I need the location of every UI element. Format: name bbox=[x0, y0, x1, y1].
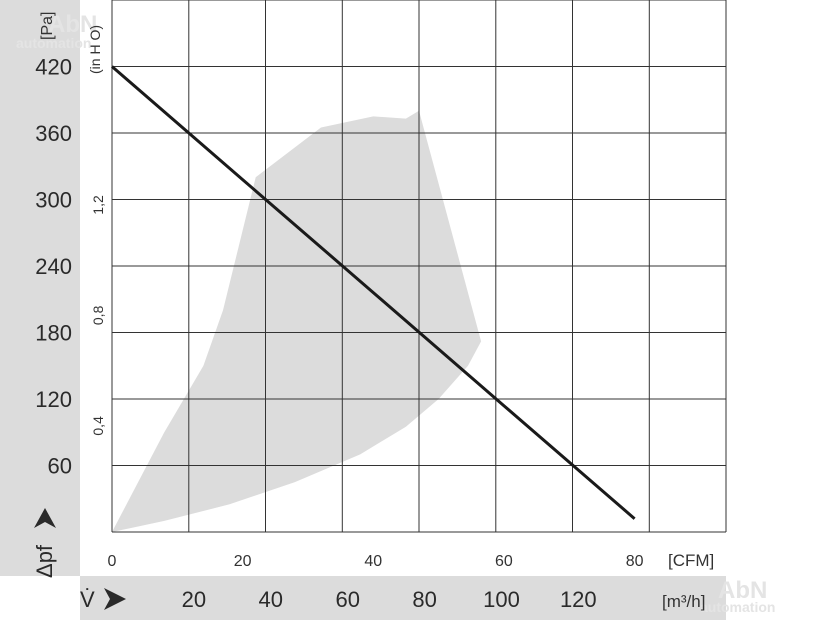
dp-axis-label: Δpf bbox=[32, 508, 57, 578]
operating-area bbox=[112, 110, 482, 533]
y-tick-label: 360 bbox=[35, 121, 72, 146]
characteristic-curve bbox=[111, 65, 636, 520]
watermark-bottom-right-sub: automation bbox=[700, 599, 775, 615]
cfm-tick-labels: 0 20 40 60 80 bbox=[108, 553, 644, 570]
in-h2o-tick-labels: 0,4 0,8 1,2 bbox=[90, 195, 106, 436]
cfm-tick-label: 60 bbox=[495, 553, 513, 570]
y-tick-label: 60 bbox=[48, 454, 72, 479]
m3h-tick-labels: 20 40 60 80 100 120 bbox=[182, 587, 597, 612]
flow-label-text: V̇ bbox=[80, 587, 95, 612]
y-tick-label: 120 bbox=[35, 387, 72, 412]
y-tick-label: 180 bbox=[35, 321, 72, 346]
cfm-tick-label: 80 bbox=[626, 553, 644, 570]
in-h2o-tick-label: 1,2 bbox=[90, 195, 106, 215]
m3h-tick-label: 100 bbox=[483, 587, 520, 612]
y-tick-label: 300 bbox=[35, 188, 72, 213]
in-h2o-tick-label: 0,8 bbox=[90, 305, 106, 325]
cfm-tick-label: 0 bbox=[108, 553, 117, 570]
flow-axis-label: V̇ bbox=[80, 587, 126, 612]
m3h-tick-label: 60 bbox=[335, 587, 359, 612]
dp-arrow-icon bbox=[34, 508, 56, 528]
watermark-top-left-sub: automation bbox=[16, 35, 91, 51]
watermark-top-left: AbN bbox=[48, 11, 97, 38]
m3h-unit-label: [m³/h] bbox=[662, 592, 705, 611]
left-band bbox=[0, 0, 80, 576]
watermark: AbN automation AbN automation bbox=[16, 11, 775, 615]
m3h-tick-label: 80 bbox=[412, 587, 436, 612]
y-axis-tick-labels: 60 120 180 240 300 360 420 bbox=[35, 55, 72, 479]
bottom-band bbox=[80, 576, 726, 620]
dp-label-text: Δpf bbox=[32, 544, 57, 578]
m3h-tick-label: 40 bbox=[259, 587, 283, 612]
m3h-tick-label: 20 bbox=[182, 587, 206, 612]
cfm-unit-label: [CFM] bbox=[668, 551, 714, 570]
in-h2o-tick-label: 0,4 bbox=[90, 416, 106, 436]
cfm-tick-label: 40 bbox=[364, 553, 382, 570]
y-tick-label: 240 bbox=[35, 254, 72, 279]
y-tick-label: 420 bbox=[35, 55, 72, 80]
grid bbox=[111, 0, 727, 533]
in-h2o-unit-label: (in H O) bbox=[87, 25, 103, 74]
cfm-tick-label: 20 bbox=[234, 553, 252, 570]
watermark-bottom-right: AbN bbox=[718, 577, 767, 604]
m3h-tick-label: 120 bbox=[560, 587, 597, 612]
flow-arrow-icon bbox=[104, 588, 126, 610]
pa-unit-label: [Pa] bbox=[39, 12, 56, 40]
